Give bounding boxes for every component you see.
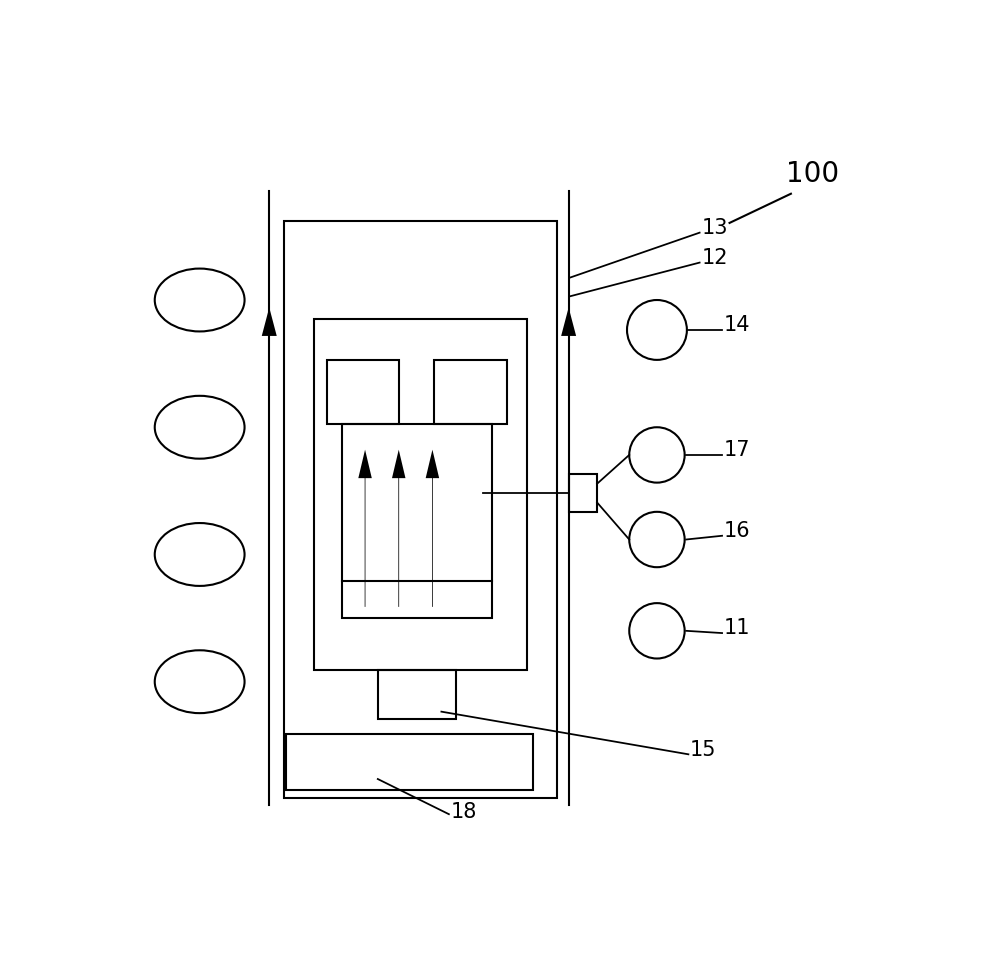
Bar — [378, 671, 456, 719]
FancyArrow shape — [392, 450, 405, 607]
Bar — [284, 222, 557, 798]
Bar — [314, 319, 527, 671]
Bar — [434, 360, 507, 424]
Text: 100: 100 — [786, 159, 839, 188]
Text: 14: 14 — [724, 315, 750, 335]
FancyArrow shape — [561, 307, 576, 431]
Bar — [342, 424, 492, 618]
Text: 12: 12 — [702, 248, 728, 268]
Text: 17: 17 — [724, 440, 750, 460]
FancyArrow shape — [262, 307, 277, 431]
Bar — [327, 360, 399, 424]
FancyArrow shape — [426, 450, 439, 607]
Bar — [569, 474, 597, 512]
Text: 18: 18 — [450, 802, 477, 821]
Bar — [286, 734, 533, 790]
FancyArrow shape — [358, 450, 372, 607]
Text: 16: 16 — [724, 521, 750, 541]
Text: 13: 13 — [702, 218, 728, 238]
Text: 15: 15 — [690, 740, 716, 759]
Text: 11: 11 — [724, 618, 750, 639]
